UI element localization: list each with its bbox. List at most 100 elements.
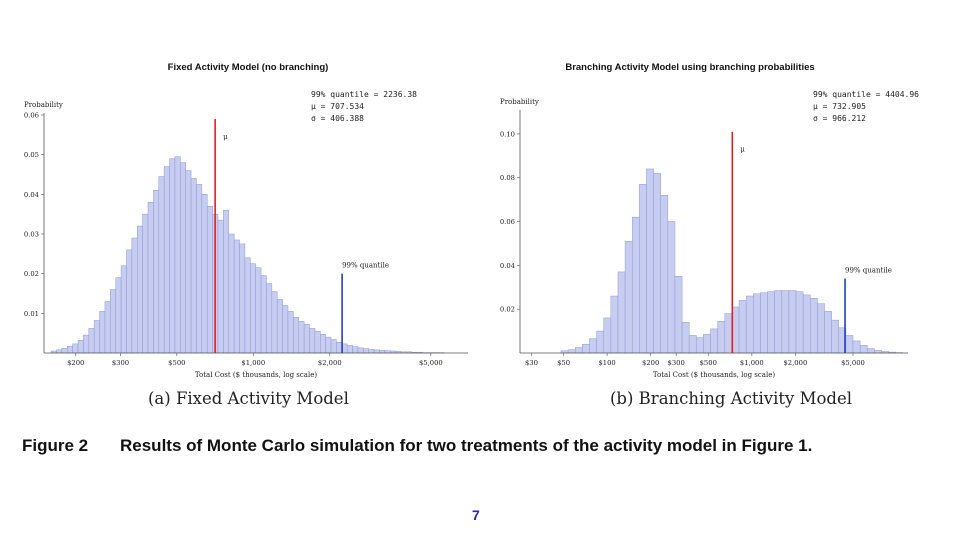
histogram-bar xyxy=(77,340,84,354)
histogram-bar xyxy=(753,293,761,354)
x-tick-label: $2,000 xyxy=(783,359,807,367)
histogram-bar xyxy=(617,271,626,354)
histogram-bar xyxy=(185,170,192,354)
histogram-bar xyxy=(72,343,79,354)
histogram-bar xyxy=(674,276,683,354)
panel-b-caption: (b) Branching Activity Model xyxy=(610,389,853,408)
histogram-bar xyxy=(596,330,604,354)
chart-title: Fixed Activity Model (no branching) xyxy=(168,62,329,73)
histogram-bar xyxy=(831,319,840,354)
y-tick-label: 0.03 xyxy=(24,231,39,239)
histogram-bar xyxy=(320,334,326,354)
histogram-bar xyxy=(610,295,619,354)
x-tick-label: $500 xyxy=(700,359,717,367)
y-axis-label: Probability xyxy=(24,101,63,109)
x-tick-label: $2,000 xyxy=(318,359,342,367)
histogram-bar xyxy=(266,283,273,354)
histogram-bar xyxy=(147,202,154,354)
histogram-bar xyxy=(276,299,283,354)
histogram-bar xyxy=(667,221,676,354)
stats-line: σ = 966.212 xyxy=(813,114,866,123)
histogram-bar xyxy=(781,290,790,354)
histogram-bar xyxy=(196,184,203,354)
histogram-bar xyxy=(845,335,854,354)
histogram-bars xyxy=(560,168,904,354)
x-tick-label: $300 xyxy=(112,359,129,367)
histogram-bar xyxy=(810,297,818,354)
x-axis-label: Total Cost ($ thousands, log scale) xyxy=(653,371,775,379)
histogram-bar xyxy=(104,301,111,354)
histogram-bar xyxy=(190,178,197,354)
chart-fixed-activity-svg: Fixed Activity Model (no branching) Proba… xyxy=(24,62,468,379)
histogram-bar xyxy=(260,275,267,354)
histogram-bar xyxy=(115,277,122,354)
histogram-bar xyxy=(223,209,230,354)
quantile-label: 99% quantile xyxy=(845,267,892,275)
histogram-bar xyxy=(681,322,690,354)
histogram-bar xyxy=(83,334,90,354)
histogram-bar xyxy=(158,176,165,354)
histogram-bar xyxy=(120,265,127,354)
y-tick-label: 0.02 xyxy=(500,306,515,314)
y-axis-label: Probability xyxy=(500,98,539,106)
figure-caption: Figure 2 Results of Monte Carlo simulatio… xyxy=(22,436,812,456)
x-tick-label: $1,000 xyxy=(241,359,265,367)
histogram-bar xyxy=(589,338,597,354)
x-tick-label: $30 xyxy=(525,359,538,367)
histogram-bar xyxy=(239,243,246,354)
histogram-bar xyxy=(817,303,825,354)
histogram-bar xyxy=(379,349,386,354)
y-tick-label: 0.08 xyxy=(500,174,515,182)
histogram-bar xyxy=(802,294,811,354)
histogram-bar xyxy=(373,349,380,354)
histogram-bar xyxy=(153,190,160,354)
histogram-bar xyxy=(309,328,316,354)
stats-line: μ = 732.905 xyxy=(813,102,866,111)
histogram-bars xyxy=(50,156,445,354)
histogram-bar xyxy=(653,173,661,354)
quantile-label: 99% quantile xyxy=(342,262,389,270)
histogram-bar xyxy=(206,205,213,354)
x-axis-label: Total Cost ($ thousands, log scale) xyxy=(195,371,317,379)
x-tick-label: $5,000 xyxy=(419,359,443,367)
histogram-bar xyxy=(774,290,783,354)
histogram-bar xyxy=(336,342,343,354)
x-tick-label: $100 xyxy=(598,359,615,367)
y-tick-label: 0.06 xyxy=(24,112,39,120)
histogram-bar xyxy=(717,320,726,354)
histogram-bar xyxy=(574,347,583,354)
stats-line: σ = 406.388 xyxy=(311,114,364,123)
histogram-bar xyxy=(859,345,868,354)
histogram-bar xyxy=(56,349,63,354)
histogram-bar xyxy=(61,347,68,354)
histogram-bar xyxy=(788,290,797,354)
x-tick-label: $200 xyxy=(67,359,84,367)
histogram-bar xyxy=(142,213,149,354)
x-tick-label: $50 xyxy=(557,359,570,367)
histogram-bar xyxy=(738,300,747,354)
histogram-bar xyxy=(760,292,768,354)
histogram-bar xyxy=(298,321,305,354)
stats-line: 99% quantile = 2236.38 xyxy=(311,90,417,99)
x-tick-label: $1,000 xyxy=(740,359,764,367)
histogram-bar xyxy=(163,166,170,354)
histogram-bar xyxy=(703,334,711,354)
histogram-bar xyxy=(255,267,262,354)
histogram-bar xyxy=(287,311,294,354)
histogram-bar xyxy=(325,336,332,354)
x-tick-label: $500 xyxy=(168,359,185,367)
histogram-bar xyxy=(696,337,704,354)
histogram-bar xyxy=(646,168,654,354)
chart-branching-activity-svg: Branching Activity Model using branching… xyxy=(500,62,919,379)
histogram-bar xyxy=(724,313,733,354)
chart-fixed-activity-model: Fixed Activity Model (no branching) Proba… xyxy=(15,55,480,385)
histogram-bar xyxy=(88,328,95,354)
histogram-bar xyxy=(217,219,224,354)
histogram-bar xyxy=(639,184,647,354)
x-tick-label: $200 xyxy=(642,359,659,367)
histogram-bar xyxy=(233,239,240,354)
histogram-bar xyxy=(131,237,138,354)
histogram-bar xyxy=(67,346,73,354)
y-tick-label: 0.04 xyxy=(500,262,515,270)
histogram-bar xyxy=(688,335,697,354)
